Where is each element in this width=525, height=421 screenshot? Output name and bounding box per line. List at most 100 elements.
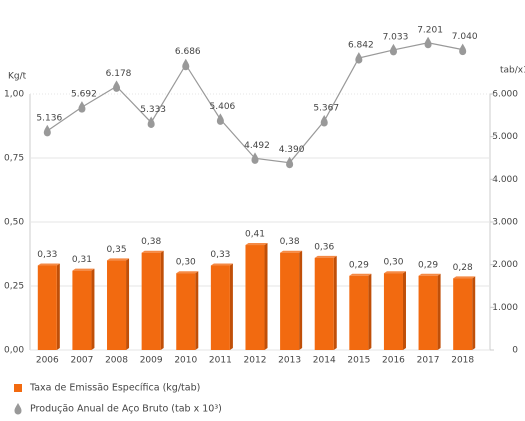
bar-value-label: 0,38	[141, 237, 161, 247]
bar-side	[333, 255, 337, 350]
y-tick-label: 0,25	[4, 282, 24, 292]
line-marker	[147, 116, 155, 128]
legend-label: Produção Anual de Aço Bruto (tab x 10³)	[30, 404, 222, 415]
line-marker	[320, 115, 328, 127]
bar-side	[160, 250, 164, 350]
line-value-label: 7.040	[452, 32, 478, 42]
x-tick-label: 2017	[417, 356, 440, 366]
bar-top	[280, 250, 303, 253]
bar-top	[349, 273, 372, 276]
x-tick-label: 2014	[313, 356, 336, 366]
line-value-label: 4.390	[279, 145, 305, 155]
line-marker	[43, 124, 51, 137]
line-marker	[424, 36, 432, 49]
line-marker	[216, 113, 224, 125]
y-tick-label: 0,50	[4, 218, 24, 228]
bar-value-label: 0,36	[314, 242, 334, 252]
y2-tick-label: 1.000	[492, 303, 518, 313]
bar	[141, 252, 161, 350]
bar	[210, 265, 230, 350]
bar	[453, 278, 473, 350]
line-value-label: 6.842	[348, 41, 374, 51]
line-value-label: 4.492	[244, 141, 270, 151]
y2-tick-label: 0	[512, 346, 518, 356]
line-marker	[355, 52, 363, 64]
bar-value-label: 0,31	[72, 255, 92, 265]
y2-tick-label: 5.000	[492, 132, 518, 142]
bar-top	[418, 273, 441, 276]
x-tick-label: 2009	[140, 356, 163, 366]
bar	[314, 257, 334, 350]
bar-value-label: 0,29	[349, 260, 369, 270]
bar	[418, 275, 438, 350]
bar-value-label: 0,35	[107, 245, 127, 255]
bar-value-label: 0,30	[176, 258, 196, 268]
bar	[280, 252, 300, 350]
bar	[383, 273, 403, 350]
bar-top	[37, 263, 60, 266]
bar-side	[264, 243, 268, 350]
bar-top	[107, 258, 130, 261]
x-tick-label: 2007	[70, 356, 93, 366]
bar	[349, 275, 369, 350]
y-tick-label: 0,75	[4, 154, 24, 164]
line-value-label: 5.406	[210, 102, 236, 112]
bar-top	[383, 271, 406, 274]
legend-swatch	[14, 384, 22, 392]
bar-side	[91, 268, 95, 350]
x-tick-label: 2016	[382, 356, 405, 366]
bar-side	[126, 258, 130, 350]
bar	[245, 245, 265, 350]
bar-top	[210, 263, 233, 266]
legend-swatch	[14, 403, 22, 415]
x-tick-label: 2018	[451, 356, 474, 366]
line-marker	[113, 80, 121, 92]
y2-tick-label: 2.000	[492, 260, 518, 270]
bar-top	[453, 276, 476, 279]
bar-value-label: 0,38	[280, 237, 300, 247]
bar-value-label: 0,28	[453, 263, 473, 273]
bar-side	[195, 271, 199, 350]
line-value-label: 6.686	[175, 47, 201, 57]
line-marker	[389, 43, 397, 56]
bar-top	[314, 255, 337, 258]
bar-top	[245, 243, 268, 246]
line-value-label: 5.367	[313, 104, 339, 114]
bar-value-label: 0,29	[418, 260, 438, 270]
bar-value-label: 0,33	[210, 250, 230, 260]
x-tick-label: 2011	[209, 356, 232, 366]
bar	[72, 270, 92, 350]
bar-side	[437, 273, 441, 350]
bar	[176, 273, 196, 350]
bar-top	[176, 271, 199, 274]
x-tick-label: 2010	[174, 356, 197, 366]
x-tick-label: 2006	[36, 356, 59, 366]
x-tick-label: 2008	[105, 356, 128, 366]
bar-side	[299, 250, 303, 350]
bar-side	[229, 263, 233, 350]
bar-value-label: 0,41	[245, 230, 265, 240]
bar-value-label: 0,30	[383, 258, 403, 268]
y-tick-label: 1,00	[4, 90, 24, 100]
line-marker	[459, 43, 467, 56]
bar-side	[368, 273, 372, 350]
bar-side	[56, 263, 60, 350]
y2-tick-label: 3.000	[492, 218, 518, 228]
bar	[37, 265, 57, 350]
x-tick-label: 2013	[278, 356, 301, 366]
bar-top	[141, 250, 164, 253]
line-marker	[251, 152, 259, 164]
x-tick-label: 2012	[244, 356, 267, 366]
bar-top	[72, 268, 95, 271]
line-value-label: 5.333	[140, 105, 166, 115]
line-marker	[286, 156, 294, 169]
bar-side	[472, 276, 476, 350]
bar-value-label: 0,33	[37, 250, 57, 260]
legend-label: Taxa de Emissão Específica (kg/tab)	[29, 383, 200, 394]
line-marker	[182, 58, 190, 71]
line-marker	[78, 101, 86, 113]
y-axis-label: Kg/t	[8, 72, 27, 82]
line-value-label: 6.178	[106, 69, 132, 79]
